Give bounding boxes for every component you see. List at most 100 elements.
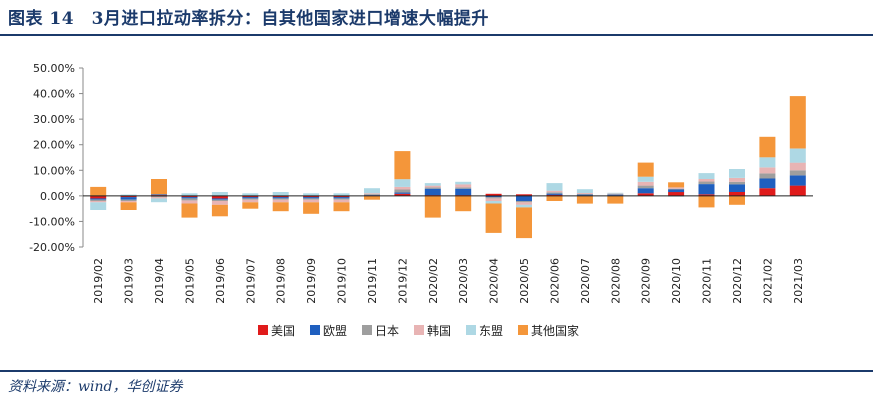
bar-segment-韩国-2020/05: [516, 202, 532, 205]
y-tick-label: 10.00%: [33, 164, 75, 177]
footer-rule: [0, 370, 873, 372]
x-tick-label: 2019/07: [244, 258, 257, 304]
title-rule: [0, 34, 873, 36]
bar-segment-韩国-2020/02: [424, 185, 441, 188]
bar-segment-日本-2020/08: [607, 194, 624, 195]
bar-segment-美国-2020/10: [668, 192, 685, 196]
bar-segment-东盟-2020/03: [455, 181, 472, 185]
bar-segment-欧盟-2019/02: [90, 198, 107, 200]
bar-segment-美国-2019/12: [394, 193, 411, 196]
bar-segment-欧盟-2019/06: [211, 198, 228, 200]
bar-segment-日本-2021/03: [789, 170, 806, 176]
bar-segment-美国-2020/09: [637, 193, 654, 196]
bar-segment-韩国-2020/07: [576, 193, 593, 194]
bar-segment-欧盟-2020/04: [485, 195, 502, 198]
bar-segment-欧盟-2019/09: [303, 197, 320, 199]
bar-segment-欧盟-2019/10: [333, 197, 350, 199]
bar-segment-其他国家-2020/03: [455, 195, 472, 212]
bar-segment-日本-2019/12: [394, 189, 411, 193]
bar-segment-其他国家-2020/12: [729, 195, 745, 205]
bar-segment-其他国家-2019/06: [211, 204, 228, 217]
bar-segment-其他国家-2020/09: [637, 162, 654, 177]
x-tick-label: 2019/04: [153, 258, 166, 304]
bar-segment-东盟-2020/07: [576, 189, 593, 193]
bar-segment-日本-2019/10: [333, 198, 350, 200]
bar-segment-其他国家-2020/08: [607, 195, 624, 204]
x-tick-label: 2019/09: [305, 258, 318, 304]
y-tick-label: -20.00%: [29, 241, 75, 254]
bar-segment-其他国家-2020/02: [424, 195, 441, 218]
legend-label: 日本: [375, 324, 399, 338]
bar-segment-日本-2019/04: [151, 195, 167, 198]
bar-segment-其他国家-2021/02: [759, 136, 776, 158]
x-tick-label: 2019/05: [184, 258, 197, 304]
bar-segment-美国-2021/02: [759, 188, 776, 196]
bar-segment-日本-2019/02: [90, 199, 107, 201]
bar-segment-东盟-2019/10: [333, 193, 350, 196]
x-tick-label: 2020/05: [518, 258, 531, 304]
bar-segment-东盟-2021/03: [789, 148, 806, 163]
legend-label: 欧盟: [323, 324, 347, 338]
legend-swatch-美国: [258, 325, 268, 335]
bar-segment-韩国-2020/03: [455, 184, 472, 188]
bar-segment-欧盟-2021/03: [789, 175, 806, 186]
bar-segment-韩国-2019/08: [272, 199, 289, 203]
legend-swatch-欧盟: [310, 325, 320, 335]
x-tick-label: 2020/12: [731, 258, 744, 304]
bar-segment-美国-2019/10: [333, 195, 350, 198]
bar-segment-欧盟-2019/08: [272, 197, 289, 199]
bar-segment-欧盟-2019/07: [242, 197, 259, 199]
bar-segment-韩国-2020/11: [698, 179, 715, 182]
bar-segment-韩国-2019/07: [242, 199, 259, 203]
bar-segment-欧盟-2020/02: [424, 188, 441, 196]
bar-segment-东盟-2019/03: [120, 194, 137, 196]
legend-label: 韩国: [427, 323, 451, 338]
bar-segment-东盟-2019/07: [242, 193, 259, 196]
bar-segment-美国-2020/05: [516, 194, 532, 196]
bar-segment-美国-2021/03: [789, 185, 806, 196]
bar-segment-日本-2020/02: [424, 187, 441, 189]
bar-segment-韩国-2020/10: [668, 187, 685, 189]
bar-segment-韩国-2020/06: [546, 190, 563, 193]
bar-segment-美国-2019/05: [181, 195, 198, 198]
bar-segment-其他国家-2021/03: [789, 96, 806, 149]
y-tick-label: 30.00%: [33, 113, 75, 126]
bar-segment-美国-2019/03: [120, 195, 137, 198]
y-tick-label: 20.00%: [33, 139, 75, 152]
y-tick-label: -10.00%: [29, 215, 75, 228]
bar-segment-东盟-2019/05: [181, 193, 198, 196]
bar-segment-欧盟-2019/04: [151, 194, 167, 196]
bar-segment-欧盟-2019/12: [394, 192, 411, 194]
y-tick-label: 0.00%: [40, 190, 75, 203]
bar-segment-东盟-2019/02: [90, 202, 107, 210]
bar-segment-其他国家-2019/04: [151, 179, 167, 195]
bar-segment-韩国-2019/06: [211, 201, 228, 205]
bar-segment-其他国家-2020/04: [485, 203, 502, 233]
chart-title: 图表 14 3月进口拉动率拆分：自其他国家进口增速大幅提升: [8, 9, 489, 29]
x-tick-label: 2021/02: [761, 258, 774, 304]
bar-segment-日本-2020/07: [576, 193, 593, 195]
bar-segment-韩国-2021/03: [789, 162, 806, 171]
bar-segment-韩国-2021/02: [759, 167, 776, 174]
bar-segment-东盟-2020/12: [729, 169, 745, 178]
bar-segment-东盟-2020/02: [424, 183, 441, 186]
legend-label: 其他国家: [531, 323, 579, 338]
bar-segment-美国-2020/11: [698, 194, 715, 196]
bar-segment-美国-2019/09: [303, 195, 320, 198]
bar-segment-其他国家-2020/07: [576, 195, 593, 204]
bar-segment-其他国家-2019/02: [90, 186, 107, 196]
bar-segment-日本-2020/12: [729, 181, 745, 185]
bar-segment-日本-2020/10: [668, 188, 685, 190]
bar-segment-东盟-2019/12: [394, 179, 411, 187]
bar-segment-日本-2020/11: [698, 181, 715, 185]
bar-segment-欧盟-2020/07: [576, 194, 593, 196]
x-tick-label: 2021/03: [792, 258, 805, 304]
bar-segment-其他国家-2020/10: [668, 182, 685, 188]
bar-segment-欧盟-2019/03: [120, 197, 137, 200]
legend-swatch-东盟: [466, 325, 476, 335]
bar-segment-韩国-2020/04: [485, 198, 502, 201]
x-tick-label: 2020/03: [457, 258, 470, 304]
x-tick-label: 2019/08: [275, 258, 288, 304]
legend-label: 美国: [271, 324, 295, 338]
bar-segment-其他国家-2019/12: [394, 151, 411, 180]
